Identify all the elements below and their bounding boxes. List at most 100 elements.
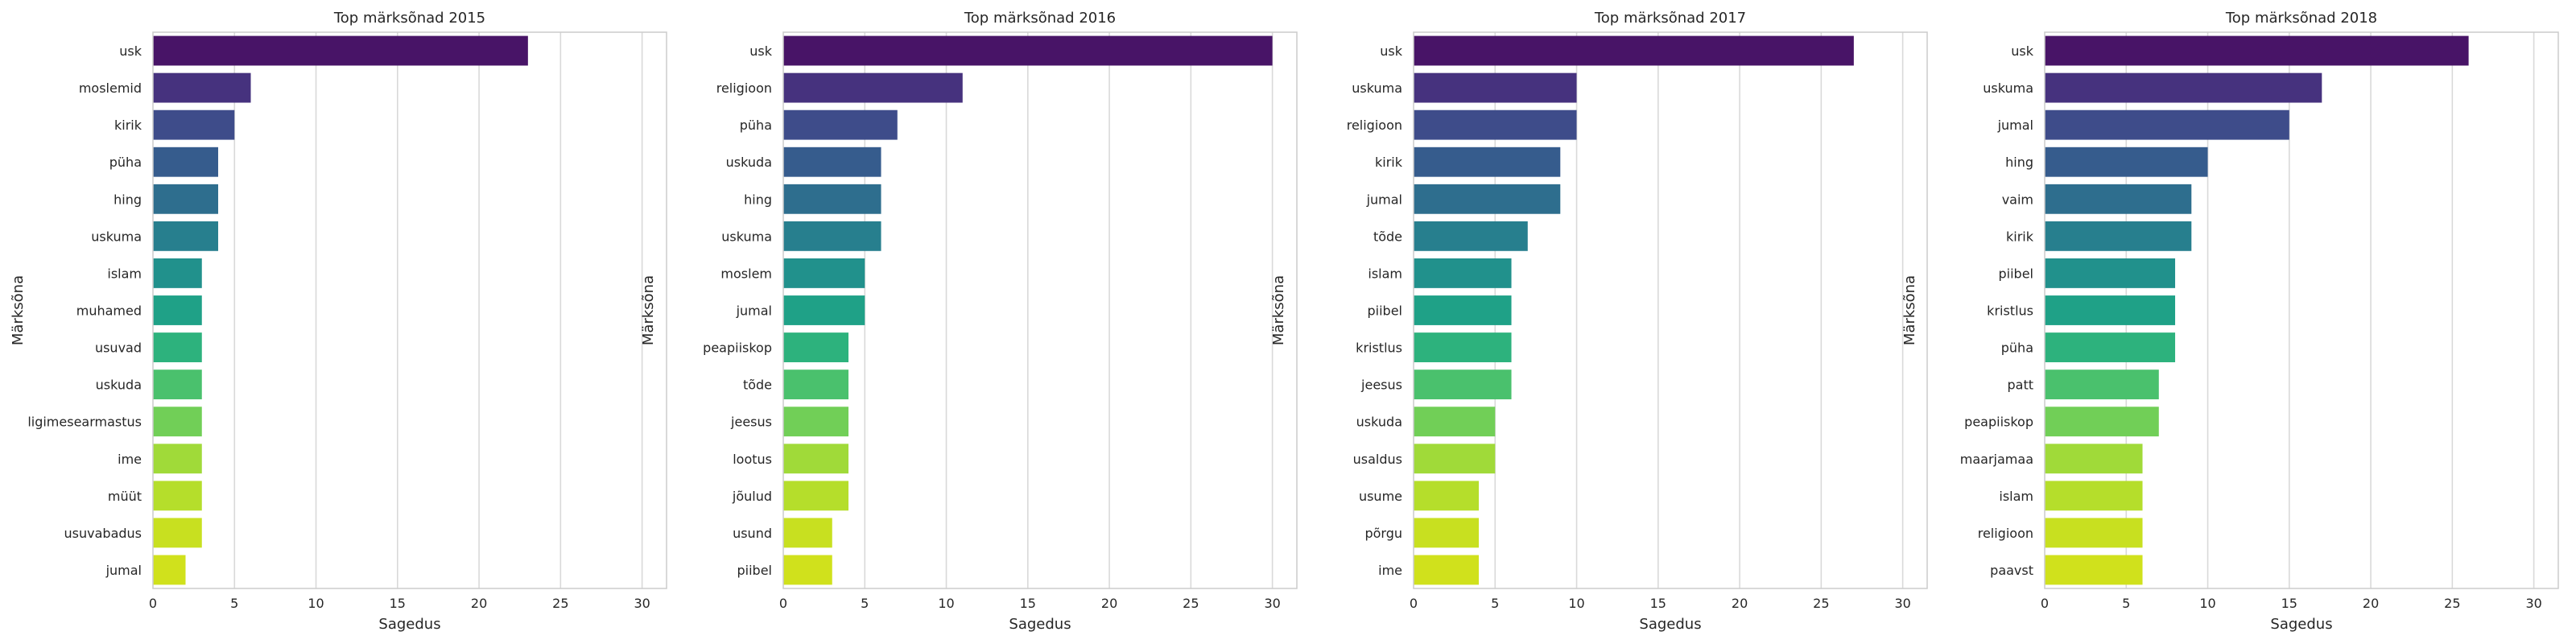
bar-uskuma: [153, 221, 219, 251]
bar-peapiiskop: [783, 332, 849, 362]
x-tick-label: 30: [634, 596, 650, 611]
y-tick-label: uskuma: [1352, 80, 1402, 96]
y-tick-label: uskuma: [91, 229, 142, 244]
x-tick-label: 0: [779, 596, 787, 611]
bar-patt: [2045, 369, 2159, 400]
bar-usuvad: [153, 332, 202, 362]
bar-ligimesearmastus: [153, 407, 202, 437]
y-tick-label: ime: [1378, 563, 1402, 578]
x-tick-label: 30: [2525, 596, 2541, 611]
y-tick-label: patt: [2007, 378, 2033, 393]
y-tick-label: tõde: [1373, 229, 1402, 244]
y-tick-label: püha: [109, 155, 142, 170]
x-tick-label: 20: [1101, 596, 1117, 611]
y-tick-label: uskuda: [1356, 415, 1402, 430]
y-tick-label: usund: [733, 526, 772, 541]
bar-hing: [2045, 147, 2208, 177]
x-tick-label: 20: [2363, 596, 2379, 611]
bar-uskuma: [2045, 72, 2322, 103]
bar-ime: [1414, 555, 1480, 585]
bar-jeesus: [783, 407, 849, 437]
x-tick-label: 10: [2199, 596, 2215, 611]
bar-hing: [783, 184, 881, 214]
bar-piibel: [783, 555, 832, 585]
x-tick-label: 20: [1732, 596, 1748, 611]
y-axis-label: Märksõna: [1901, 275, 1918, 345]
bar-kristlus: [2045, 295, 2176, 325]
bar-jumal: [153, 555, 186, 585]
y-tick-label: uskuda: [96, 378, 142, 393]
y-tick-label: usuvabadus: [64, 526, 142, 541]
bar-peapiiskop: [2045, 407, 2159, 437]
bar-usume: [1414, 481, 1480, 511]
x-axis-label: Sagedus: [1009, 616, 1071, 633]
x-tick-label: 5: [2122, 596, 2130, 611]
y-tick-label: uskuda: [726, 155, 772, 170]
bar-muhamed: [153, 295, 202, 325]
x-tick-label: 25: [1813, 596, 1829, 611]
x-tick-label: 15: [1650, 596, 1666, 611]
chart-title: Top märksõnad 2016: [964, 10, 1116, 27]
bar-püha: [2045, 332, 2176, 362]
x-tick-label: 10: [308, 596, 324, 611]
plot-frame: [1413, 31, 1928, 589]
bar-uskuda: [1414, 407, 1496, 437]
y-tick-label: hing: [744, 192, 772, 207]
bar-paavst: [2045, 555, 2143, 585]
bar-lootus: [783, 444, 849, 474]
bar-jeesus: [1414, 369, 1512, 400]
chart-title: Top märksõnad 2017: [1594, 10, 1746, 27]
y-tick-label: jumal: [1997, 118, 2033, 133]
x-tick-label: 15: [390, 596, 406, 611]
x-tick-label: 0: [2041, 596, 2049, 611]
y-axis-label: Märksõna: [640, 275, 657, 345]
bar-kirik: [2045, 221, 2192, 251]
x-tick-label: 25: [2444, 596, 2460, 611]
bar-kirik: [1414, 147, 1561, 177]
y-tick-label: kristlus: [1356, 341, 1402, 356]
y-tick-label: põrgu: [1364, 526, 1402, 541]
x-axis-label: Sagedus: [2270, 616, 2332, 633]
y-tick-label: peapiiskop: [1964, 415, 2033, 430]
x-tick-label: 15: [2281, 596, 2297, 611]
bar-ime: [153, 444, 202, 474]
bar-kirik: [153, 109, 235, 140]
y-tick-label: vaim: [2002, 192, 2033, 207]
bar-jumal: [1414, 184, 1561, 214]
chart-title: Top märksõnad 2018: [2225, 10, 2377, 27]
x-axis-label: Sagedus: [1639, 616, 1701, 633]
x-tick-label: 5: [861, 596, 869, 611]
bar-müüt: [153, 481, 202, 511]
bar-usk: [153, 35, 528, 66]
x-tick-label: 5: [1491, 596, 1499, 611]
bar-põrgu: [1414, 518, 1480, 548]
x-tick-label: 10: [938, 596, 954, 611]
bar-kristlus: [1414, 332, 1512, 362]
y-tick-label: moslemid: [79, 80, 142, 96]
y-tick-label: paavst: [1990, 563, 2033, 578]
y-tick-label: ime: [118, 452, 142, 467]
y-tick-label: islam: [1999, 489, 2033, 504]
y-axis-label: Märksõna: [10, 275, 27, 345]
x-tick-label: 25: [552, 596, 568, 611]
y-tick-label: hing: [2005, 155, 2033, 170]
y-tick-label: kirik: [2006, 229, 2034, 244]
bar-religioon: [2045, 518, 2143, 548]
bar-püha: [153, 147, 219, 177]
bar-vaim: [2045, 184, 2192, 214]
y-tick-label: usk: [1380, 43, 1402, 59]
y-tick-label: peapiiskop: [703, 341, 772, 356]
bar-piibel: [1414, 295, 1512, 325]
y-tick-label: religioon: [1347, 118, 1402, 133]
y-tick-label: tõde: [743, 378, 772, 393]
y-tick-label: jumal: [736, 303, 772, 319]
chart-title: Top märksõnad 2015: [333, 10, 485, 27]
y-tick-label: usaldus: [1353, 452, 1402, 467]
y-axis-label: Märksõna: [1270, 275, 1287, 345]
y-tick-label: moslem: [720, 266, 772, 281]
bar-hing: [153, 184, 219, 214]
chart-panel-2018: usk uskuma jumal hing vaim kirik piibel kristlu…: [1901, 10, 2559, 633]
y-tick-label: püha: [740, 118, 772, 133]
y-tick-label: ligimesearmastus: [27, 415, 142, 430]
y-tick-label: maarjamaa: [1960, 452, 2033, 467]
